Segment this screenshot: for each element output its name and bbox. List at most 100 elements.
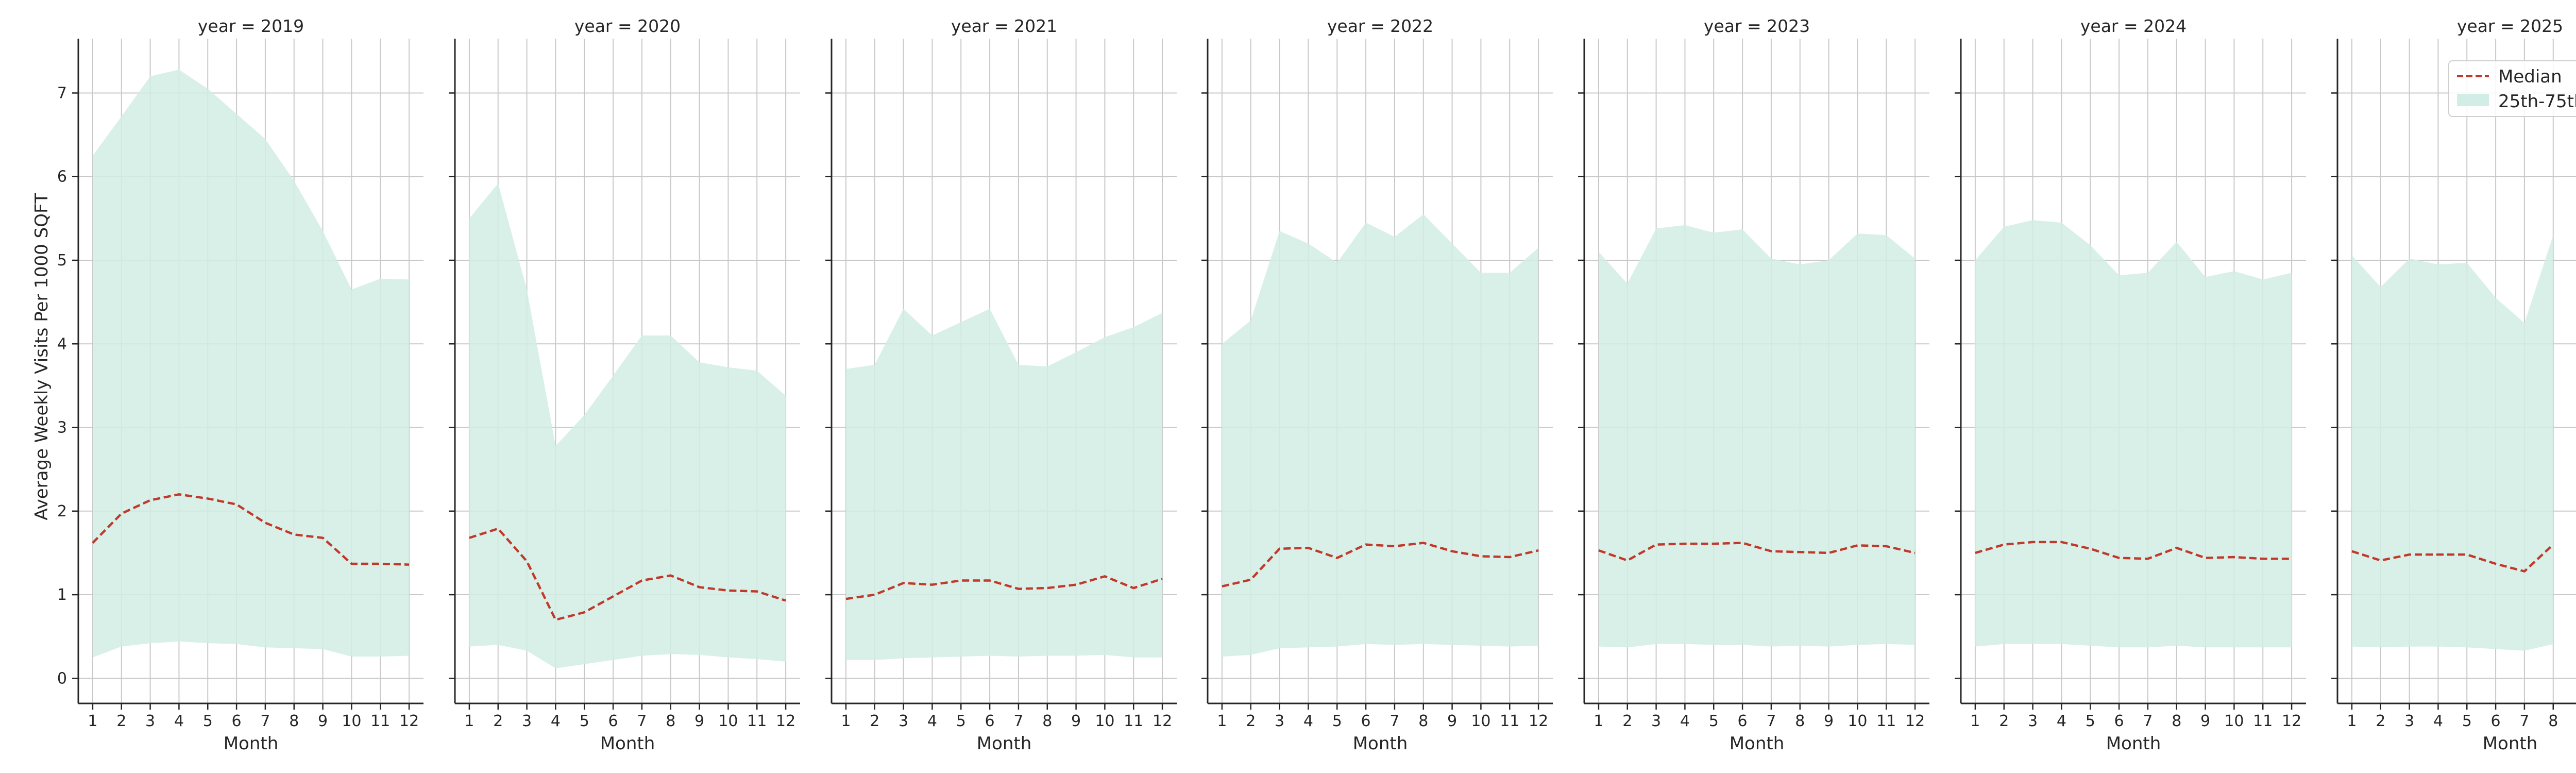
x-tick-label: 6: [1361, 712, 1371, 730]
x-tick-label: 6: [1738, 712, 1748, 730]
x-tick-label: 10: [2224, 712, 2244, 730]
x-tick-label: 11: [1876, 712, 1896, 730]
x-tick-label: 10: [718, 712, 738, 730]
x-tick-label: 4: [2433, 712, 2443, 730]
x-tick-label: 12: [776, 712, 795, 730]
median-line: [845, 575, 1163, 600]
y-tick-label: 4: [57, 335, 67, 353]
x-tick-label: 12: [1905, 712, 1925, 730]
x-tick-label: 11: [2253, 712, 2273, 730]
x-tick-label: 3: [2404, 712, 2414, 730]
panel-title: year = 2019: [198, 16, 304, 36]
x-tick-label: 8: [666, 712, 675, 730]
median-line: [1222, 542, 1539, 588]
x-tick-label: 12: [1529, 712, 1548, 730]
y-tick-label: 7: [57, 84, 67, 102]
x-tick-label: 6: [608, 712, 618, 730]
percentile-band: [92, 70, 410, 658]
legend-median-label: Median: [2498, 66, 2562, 87]
x-axis-label: Month: [600, 733, 655, 754]
x-tick-label: 2: [1622, 712, 1632, 730]
x-tick-label: 6: [2491, 712, 2501, 730]
x-tick-label: 10: [1848, 712, 1867, 730]
x-tick-label: 2: [116, 712, 126, 730]
x-tick-label: 4: [927, 712, 937, 730]
panel-title: year = 2023: [1704, 16, 1810, 36]
x-axis-label: Month: [1730, 733, 1785, 754]
x-tick-label: 1: [841, 712, 851, 730]
x-tick-label: 1: [88, 712, 97, 730]
median-line: [1598, 542, 1916, 562]
x-tick-label: 9: [1447, 712, 1457, 730]
x-tick-label: 4: [1303, 712, 1313, 730]
x-tick-label: 9: [694, 712, 704, 730]
x-axis-label: Month: [2106, 733, 2161, 754]
y-tick-label: 5: [57, 251, 67, 270]
x-tick-label: 4: [1680, 712, 1690, 730]
x-tick-label: 1: [1970, 712, 1980, 730]
x-tick-label: 2: [1246, 712, 1256, 730]
x-tick-label: 7: [1389, 712, 1399, 730]
percentile-band: [1598, 225, 1916, 648]
percentile-band: [1222, 214, 1539, 657]
x-axis-label: Month: [2483, 733, 2538, 754]
x-tick-label: 5: [956, 712, 966, 730]
panel-title: year = 2021: [951, 16, 1057, 36]
x-tick-label: 12: [399, 712, 419, 730]
x-tick-label: 8: [2548, 712, 2558, 730]
x-tick-label: 8: [1418, 712, 1428, 730]
x-tick-label: 7: [637, 712, 647, 730]
x-tick-label: 9: [1071, 712, 1081, 730]
x-tick-label: 1: [464, 712, 474, 730]
legend-band-swatch: [2457, 94, 2489, 106]
x-tick-label: 5: [203, 712, 213, 730]
x-tick-label: 12: [1153, 712, 1172, 730]
x-tick-label: 11: [1124, 712, 1143, 730]
x-tick-label: 7: [2143, 712, 2153, 730]
median-line: [469, 527, 786, 621]
x-tick-label: 5: [1709, 712, 1719, 730]
x-tick-label: 10: [342, 712, 361, 730]
x-tick-label: 2: [1999, 712, 2009, 730]
y-tick-label: 6: [57, 168, 67, 186]
x-tick-label: 2: [870, 712, 879, 730]
x-axis-label: Month: [977, 733, 1032, 754]
x-tick-label: 2: [2376, 712, 2385, 730]
x-tick-label: 10: [1095, 712, 1114, 730]
x-tick-label: 1: [2347, 712, 2357, 730]
percentile-band: [2351, 235, 2553, 651]
x-tick-label: 9: [1824, 712, 1834, 730]
panel-title: year = 2024: [2080, 16, 2187, 36]
legend-band-label: 25th-75th Percentile: [2498, 91, 2576, 112]
panel-title: year = 2022: [1327, 16, 1433, 36]
x-tick-label: 8: [1042, 712, 1052, 730]
x-tick-label: 9: [318, 712, 328, 730]
x-tick-label: 1: [1217, 712, 1227, 730]
percentile-band: [1975, 220, 2292, 648]
y-tick-label: 0: [57, 669, 67, 687]
y-tick-label: 1: [57, 586, 67, 604]
x-tick-label: 7: [1013, 712, 1023, 730]
median-line: [92, 493, 410, 566]
x-tick-label: 8: [289, 712, 299, 730]
y-tick-label: 2: [57, 502, 67, 520]
x-tick-label: 12: [2282, 712, 2301, 730]
median-line: [1975, 541, 2292, 560]
x-tick-label: 7: [260, 712, 270, 730]
percentile-band: [845, 309, 1163, 660]
x-tick-label: 10: [1471, 712, 1490, 730]
x-tick-label: 7: [2519, 712, 2529, 730]
x-tick-label: 4: [551, 712, 561, 730]
x-tick-label: 4: [174, 712, 184, 730]
x-tick-label: 8: [1795, 712, 1805, 730]
x-tick-label: 6: [985, 712, 995, 730]
x-tick-label: 8: [2172, 712, 2181, 730]
x-tick-label: 11: [370, 712, 390, 730]
x-tick-label: 5: [580, 712, 589, 730]
